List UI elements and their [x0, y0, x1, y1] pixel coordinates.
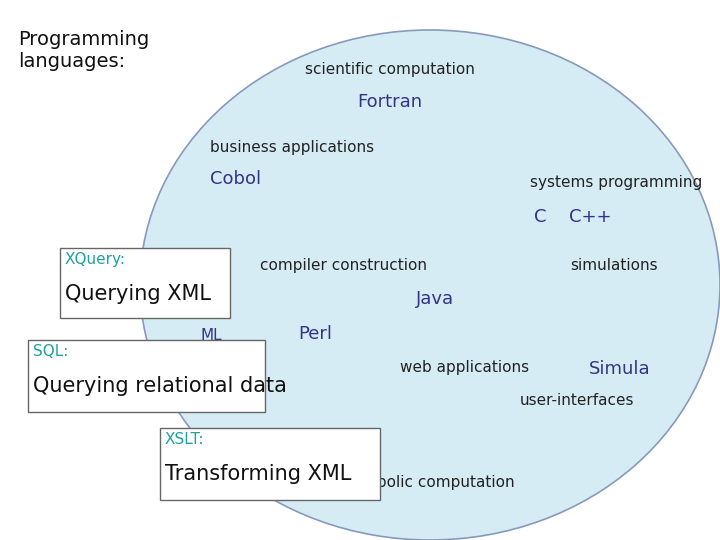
Text: C: C [534, 208, 546, 226]
Text: C++: C++ [569, 208, 611, 226]
Text: simulations: simulations [570, 258, 657, 273]
Text: XSLT:: XSLT: [165, 432, 204, 447]
Text: scientific computation: scientific computation [305, 62, 475, 77]
Ellipse shape [140, 30, 720, 540]
Text: compiler construction: compiler construction [260, 258, 427, 273]
Text: systems programming: systems programming [530, 175, 702, 190]
Text: Fortran: Fortran [357, 93, 423, 111]
Text: Querying XML: Querying XML [65, 284, 211, 304]
Text: Transforming XML: Transforming XML [165, 464, 351, 484]
Text: SQL:: SQL: [33, 344, 68, 359]
Text: ML: ML [200, 328, 222, 343]
FancyBboxPatch shape [28, 340, 265, 412]
Text: Simula: Simula [589, 360, 651, 378]
Text: Querying relational data: Querying relational data [33, 376, 287, 396]
Text: user-interfaces: user-interfaces [520, 393, 634, 408]
Text: business applications: business applications [210, 140, 374, 155]
Text: Programming
languages:: Programming languages: [18, 30, 149, 71]
Text: symbolic computation: symbolic computation [345, 475, 515, 490]
Text: Cobol: Cobol [210, 170, 261, 188]
Text: web applications: web applications [400, 360, 529, 375]
FancyBboxPatch shape [160, 428, 380, 500]
Text: Perl: Perl [298, 325, 332, 343]
Text: XQuery:: XQuery: [65, 252, 126, 267]
Text: Java: Java [416, 290, 454, 308]
FancyBboxPatch shape [60, 248, 230, 318]
